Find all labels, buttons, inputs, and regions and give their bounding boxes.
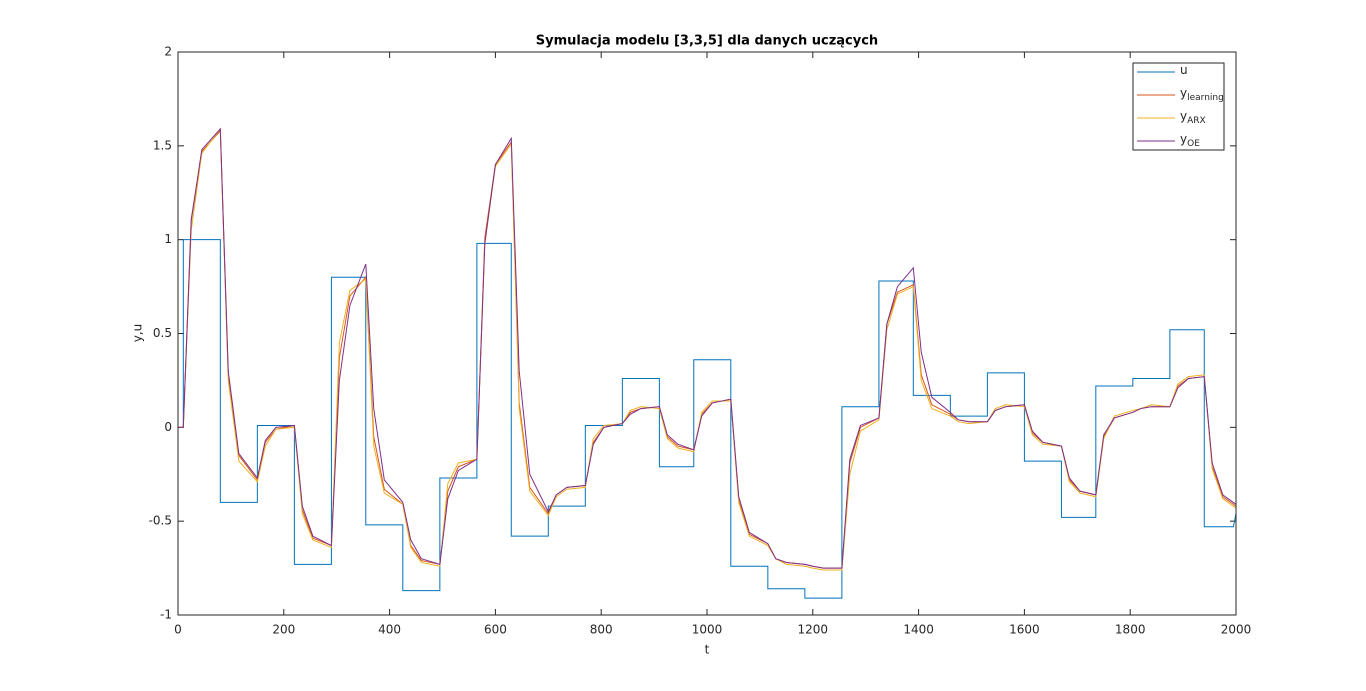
y-tick-label: 2 (164, 45, 172, 59)
x-axis-label: t (705, 643, 710, 657)
legend-subscript: learning (1187, 93, 1224, 103)
x-tick-label: 400 (378, 623, 401, 637)
x-tick-label: 1000 (692, 623, 723, 637)
x-tick-label: 2000 (1221, 623, 1252, 637)
y-tick-label: 0 (164, 420, 172, 434)
y-tick-label: 0.5 (153, 326, 172, 340)
legend-name: y (1180, 132, 1187, 146)
y-axis-label: y,u (131, 324, 145, 343)
legend-name: y (1180, 109, 1187, 123)
x-tick-label: 1600 (1009, 623, 1040, 637)
series-line (178, 127, 1237, 569)
legend-box (1132, 62, 1225, 151)
legend-label: ylearning (1180, 86, 1224, 103)
legend-label: yARX (1180, 109, 1206, 126)
series-line (178, 239, 1237, 599)
legend-subscript: OE (1187, 139, 1200, 149)
y-tick-label: -0.5 (149, 514, 172, 528)
x-tick-label: 1800 (1115, 623, 1146, 637)
y-tick-label: 1.5 (153, 138, 172, 152)
x-tick-label: 600 (484, 623, 507, 637)
y-tick-label: -1 (160, 608, 172, 622)
y-tick-label: 1 (164, 232, 172, 246)
chart-title: Symulacja modelu [3,3,5] dla danych uczą… (536, 34, 878, 49)
x-tick-label: 1400 (903, 623, 934, 637)
legend-label: u (1180, 63, 1188, 77)
legend-name: y (1180, 86, 1187, 100)
x-tick-label: 1200 (798, 623, 829, 637)
x-tick-label: 200 (272, 623, 295, 637)
legend-name: u (1180, 63, 1188, 77)
x-tick-label: 0 (174, 623, 182, 637)
x-tick-label: 800 (590, 623, 613, 637)
legend-label: yOE (1180, 132, 1200, 149)
plot-frame (177, 51, 1237, 616)
legend-subscript: ARX (1187, 116, 1206, 126)
